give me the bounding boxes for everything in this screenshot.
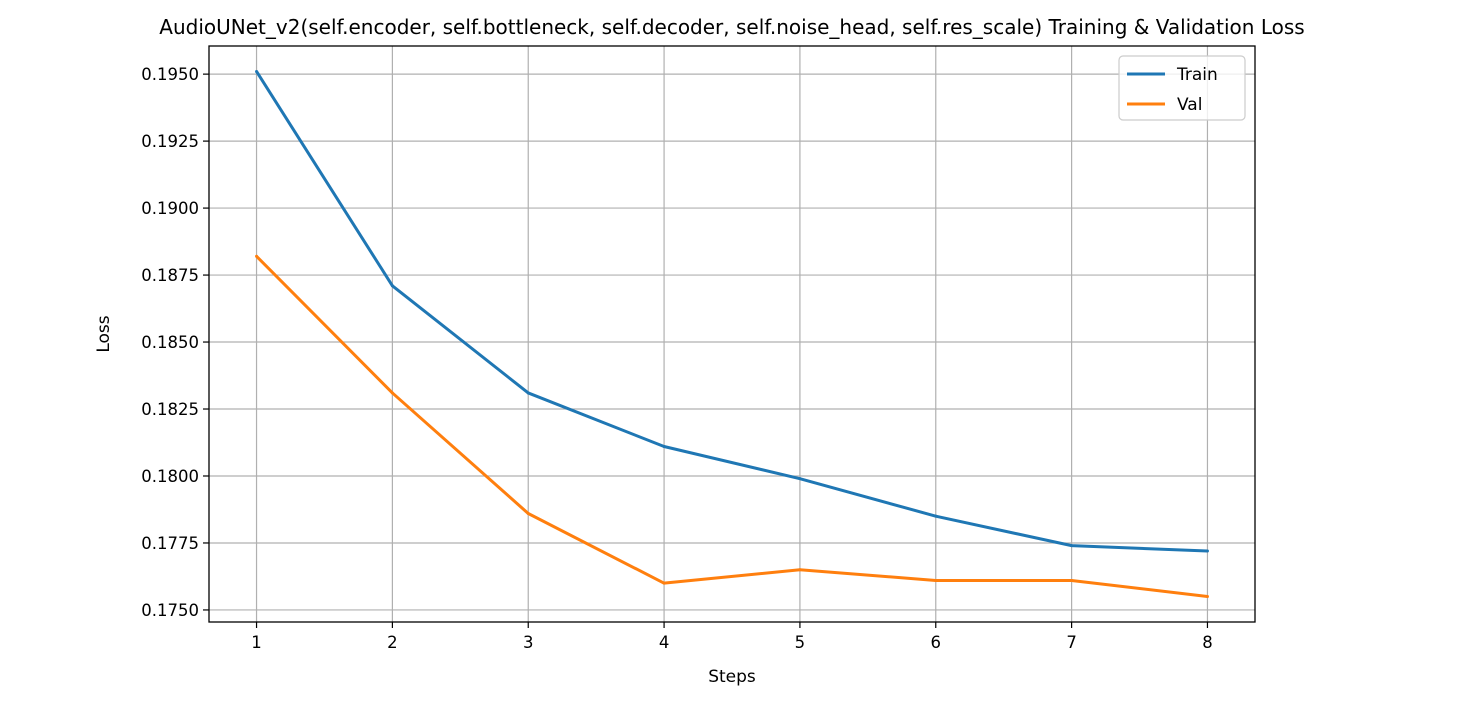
train-point xyxy=(255,69,259,73)
val-point xyxy=(662,581,666,585)
x-tick-label: 5 xyxy=(795,633,806,652)
val-point xyxy=(934,578,938,582)
val-point xyxy=(390,391,394,395)
y-tick-label: 0.1925 xyxy=(141,132,199,151)
y-tick-label: 0.1850 xyxy=(141,333,199,352)
val-point xyxy=(798,568,802,572)
val-line xyxy=(255,255,1208,599)
y-axis-label: Loss xyxy=(94,315,114,352)
legend: Train Val xyxy=(1118,55,1246,121)
y-tick-label: 0.1775 xyxy=(141,534,199,553)
train-point xyxy=(934,514,938,518)
val-point xyxy=(255,254,259,258)
x-tick-label: 3 xyxy=(523,633,534,652)
train-point xyxy=(1070,544,1074,548)
x-tick-label: 1 xyxy=(251,633,262,652)
y-tick-label: 0.1875 xyxy=(141,266,199,285)
val-point xyxy=(526,511,530,515)
x-tick-label: 6 xyxy=(931,633,942,652)
grid-lines xyxy=(209,46,1255,622)
x-tick-label: 8 xyxy=(1202,633,1213,652)
val-point xyxy=(1070,578,1074,582)
legend-label-val: Val xyxy=(1177,95,1202,115)
train-point xyxy=(390,284,394,288)
y-tick-label: 0.1825 xyxy=(141,400,199,419)
y-tick-label: 0.1950 xyxy=(141,65,199,84)
chart-title: AudioUNet_v2(self.encoder, self.bottlene… xyxy=(159,15,1304,39)
train-point xyxy=(662,445,666,449)
train-point xyxy=(1205,549,1209,553)
y-tick-label: 0.1750 xyxy=(141,601,199,620)
x-axis-label: Steps xyxy=(708,667,756,687)
train-point xyxy=(526,391,530,395)
train-line xyxy=(255,70,1208,553)
y-tick-label: 0.1800 xyxy=(141,467,199,486)
x-tick-label: 4 xyxy=(659,633,670,652)
plot-frame xyxy=(208,45,1256,623)
train-point xyxy=(798,477,802,481)
legend-label-train: Train xyxy=(1176,65,1218,85)
y-tick-label: 0.1900 xyxy=(141,199,199,218)
axis-ticks: 1 2 3 4 5 6 7 8 0.1750 0.1775 0.1800 0.1825 0.1850 0.… xyxy=(141,65,1212,652)
val-point xyxy=(1205,595,1209,599)
x-tick-label: 2 xyxy=(387,633,398,652)
series-lines xyxy=(255,69,1209,599)
x-tick-label: 7 xyxy=(1066,633,1077,652)
